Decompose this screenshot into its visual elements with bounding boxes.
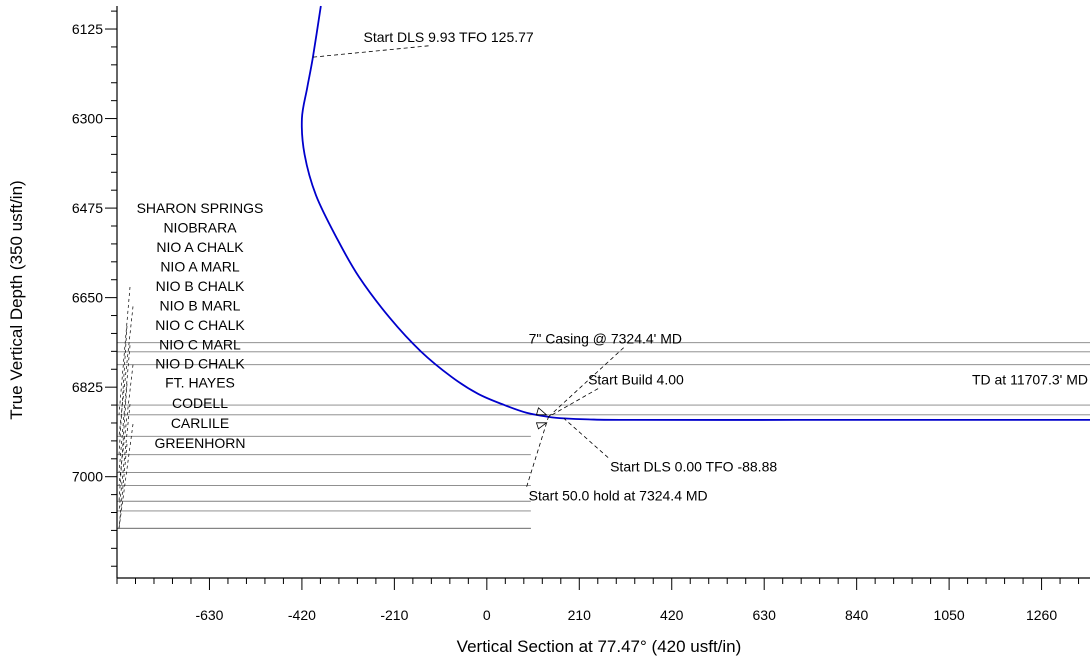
annotation-leader <box>563 418 609 458</box>
formation-label: NIO C CHALK <box>155 317 245 333</box>
x-axis-title: Vertical Section at 77.47° (420 usft/in) <box>457 637 742 656</box>
formation-label: NIO A MARL <box>160 259 240 275</box>
y-tick-label: 6300 <box>72 111 103 127</box>
annotation-leader <box>548 388 599 418</box>
annotation-label: Start 50.0 hold at 7324.4 MD <box>529 488 708 504</box>
x-tick-label: 210 <box>568 607 592 623</box>
annotation-label: Start DLS 0.00 TFO -88.88 <box>610 459 777 475</box>
ticks: -630 -420 -210 0 210 420 630 840 1050 1260 6125 630… <box>72 10 1080 623</box>
x-tick-label: 1050 <box>934 607 965 623</box>
formation-leader <box>118 383 128 502</box>
formation-label: CARLILE <box>171 415 229 431</box>
annotation-leader <box>312 45 429 58</box>
y-tick-label: 6650 <box>72 290 103 306</box>
annotation-label: TD at 11707.3' MD <box>972 372 1088 388</box>
x-tick-label: -420 <box>288 607 316 623</box>
x-tick-label: 1260 <box>1026 607 1057 623</box>
y-tick-label: 6825 <box>72 379 103 395</box>
formation-label: NIO B CHALK <box>156 278 245 294</box>
y-tick-label: 6475 <box>72 200 103 216</box>
x-tick-label: 840 <box>845 607 869 623</box>
formation-leader <box>118 364 134 486</box>
annotation-label: 7" Casing @ 7324.4' MD <box>529 331 682 347</box>
annotation-label: Start DLS 9.93 TFO 125.77 <box>364 29 534 45</box>
annotations: Start DLS 9.93 TFO 125.77 7" Casing @ 732… <box>312 29 1088 504</box>
axes <box>116 6 1090 579</box>
formation-label: NIOBRARA <box>163 220 237 236</box>
y-axis-title: True Vertical Depth (350 usft/in) <box>7 180 26 419</box>
formation-lines <box>117 342 1090 529</box>
formation-leader <box>118 325 128 455</box>
well-path-line <box>300 5 1090 421</box>
formation-leader <box>118 424 134 529</box>
formation-label: NIO B MARL <box>160 297 241 313</box>
formation-label: NIO A CHALK <box>156 239 244 255</box>
annotation-leader <box>526 416 549 487</box>
x-tick-label: 420 <box>660 607 684 623</box>
casing-marker <box>535 422 548 430</box>
series <box>300 5 1090 430</box>
annotation-leader <box>548 347 624 418</box>
y-tick-label: 7000 <box>72 469 103 485</box>
y-tick-label: 6125 <box>72 21 103 37</box>
x-tick-label: 0 <box>483 607 491 623</box>
casing-marker <box>535 407 548 416</box>
annotation-label: Start Build 4.00 <box>588 372 684 388</box>
formation-label: FT. HAYES <box>165 375 235 391</box>
formation-label: SHARON SPRINGS <box>137 200 264 216</box>
formation-label: CODELL <box>172 395 228 411</box>
formation-label: NIO D CHALK <box>155 356 245 372</box>
x-tick-label: 630 <box>753 607 777 623</box>
formation-leader <box>118 306 134 437</box>
formation-labels: SHARON SPRINGS NIOBRARA NIO A CHALK NIO A M… <box>137 200 264 451</box>
x-tick-label: -210 <box>380 607 408 623</box>
formation-leaders <box>118 286 134 529</box>
formation-label: GREENHORN <box>154 435 245 451</box>
x-tick-label: -630 <box>195 607 223 623</box>
formation-label: NIO C MARL <box>159 336 241 352</box>
formation-leader <box>118 444 128 529</box>
